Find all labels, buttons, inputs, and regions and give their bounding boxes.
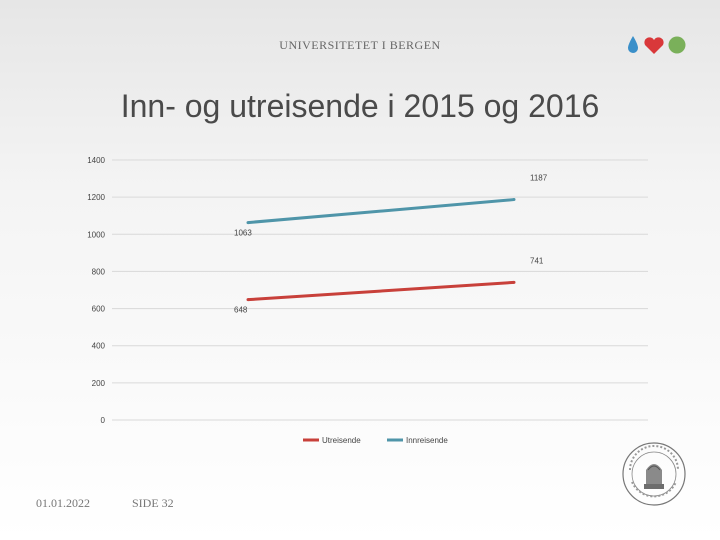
y-tick-label: 400 [92,342,106,351]
water-drop-icon [628,36,638,53]
data-label: 1187 [530,174,548,183]
footer-date: 01.01.2022 [36,496,90,510]
data-point [246,221,250,225]
legend-label: Utreisende [322,436,361,445]
y-tick-label: 600 [92,305,106,314]
data-label: 648 [234,306,248,315]
data-label: 1063 [234,229,252,238]
slide-title: Inn- og utreisende i 2015 og 2016 [120,88,600,124]
y-tick-label: 800 [92,267,106,276]
university-seal [622,442,686,506]
institution-name: UNIVERSITETET I BERGEN [279,38,441,52]
series-line [247,280,515,302]
logo-icons [628,36,686,54]
y-tick-label: 1200 [87,193,105,202]
y-tick-label: 0 [101,416,106,425]
y-tick-label: 200 [92,379,106,388]
legend-label: Innreisende [406,436,448,445]
data-point [246,298,250,302]
heart-icon [644,37,664,54]
data-point [512,198,516,202]
circle-icon [668,36,686,54]
data-label: 741 [530,256,544,265]
footer-page-number: SIDE 32 [132,496,174,510]
data-point [512,280,516,284]
series-line [247,198,515,225]
y-tick-label: 1000 [87,230,105,239]
y-tick-label: 1400 [87,156,105,165]
